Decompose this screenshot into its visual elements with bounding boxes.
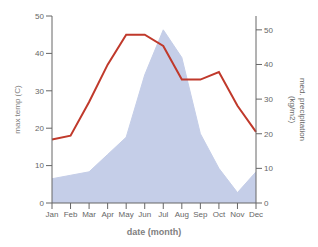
svg-text:Jul: Jul (158, 210, 168, 219)
svg-text:Jun: Jun (138, 210, 151, 219)
svg-text:May: May (119, 210, 134, 219)
svg-text:date (month): date (month) (127, 227, 182, 237)
svg-text:Feb: Feb (64, 210, 78, 219)
svg-text:0: 0 (40, 199, 45, 208)
svg-text:Mar: Mar (82, 210, 96, 219)
svg-text:med. precipitation(kg/m2): med. precipitation(kg/m2) (288, 78, 307, 141)
svg-text:20: 20 (35, 124, 44, 133)
svg-text:20: 20 (264, 130, 273, 139)
svg-text:10: 10 (264, 164, 273, 173)
svg-text:40: 40 (264, 60, 273, 69)
svg-text:Dec: Dec (249, 210, 263, 219)
svg-text:10: 10 (35, 161, 44, 170)
svg-text:max temp (C): max temp (C) (13, 85, 22, 134)
svg-text:Aug: Aug (175, 210, 189, 219)
svg-text:40: 40 (35, 49, 44, 58)
svg-text:Sep: Sep (193, 210, 208, 219)
svg-text:Apr: Apr (101, 210, 114, 219)
svg-text:Nov: Nov (230, 210, 244, 219)
svg-text:50: 50 (35, 12, 44, 21)
svg-text:50: 50 (264, 26, 273, 35)
svg-text:0: 0 (264, 199, 269, 208)
svg-text:Jan: Jan (46, 210, 59, 219)
svg-text:Oct: Oct (213, 210, 226, 219)
svg-text:30: 30 (35, 87, 44, 96)
svg-text:30: 30 (264, 95, 273, 104)
